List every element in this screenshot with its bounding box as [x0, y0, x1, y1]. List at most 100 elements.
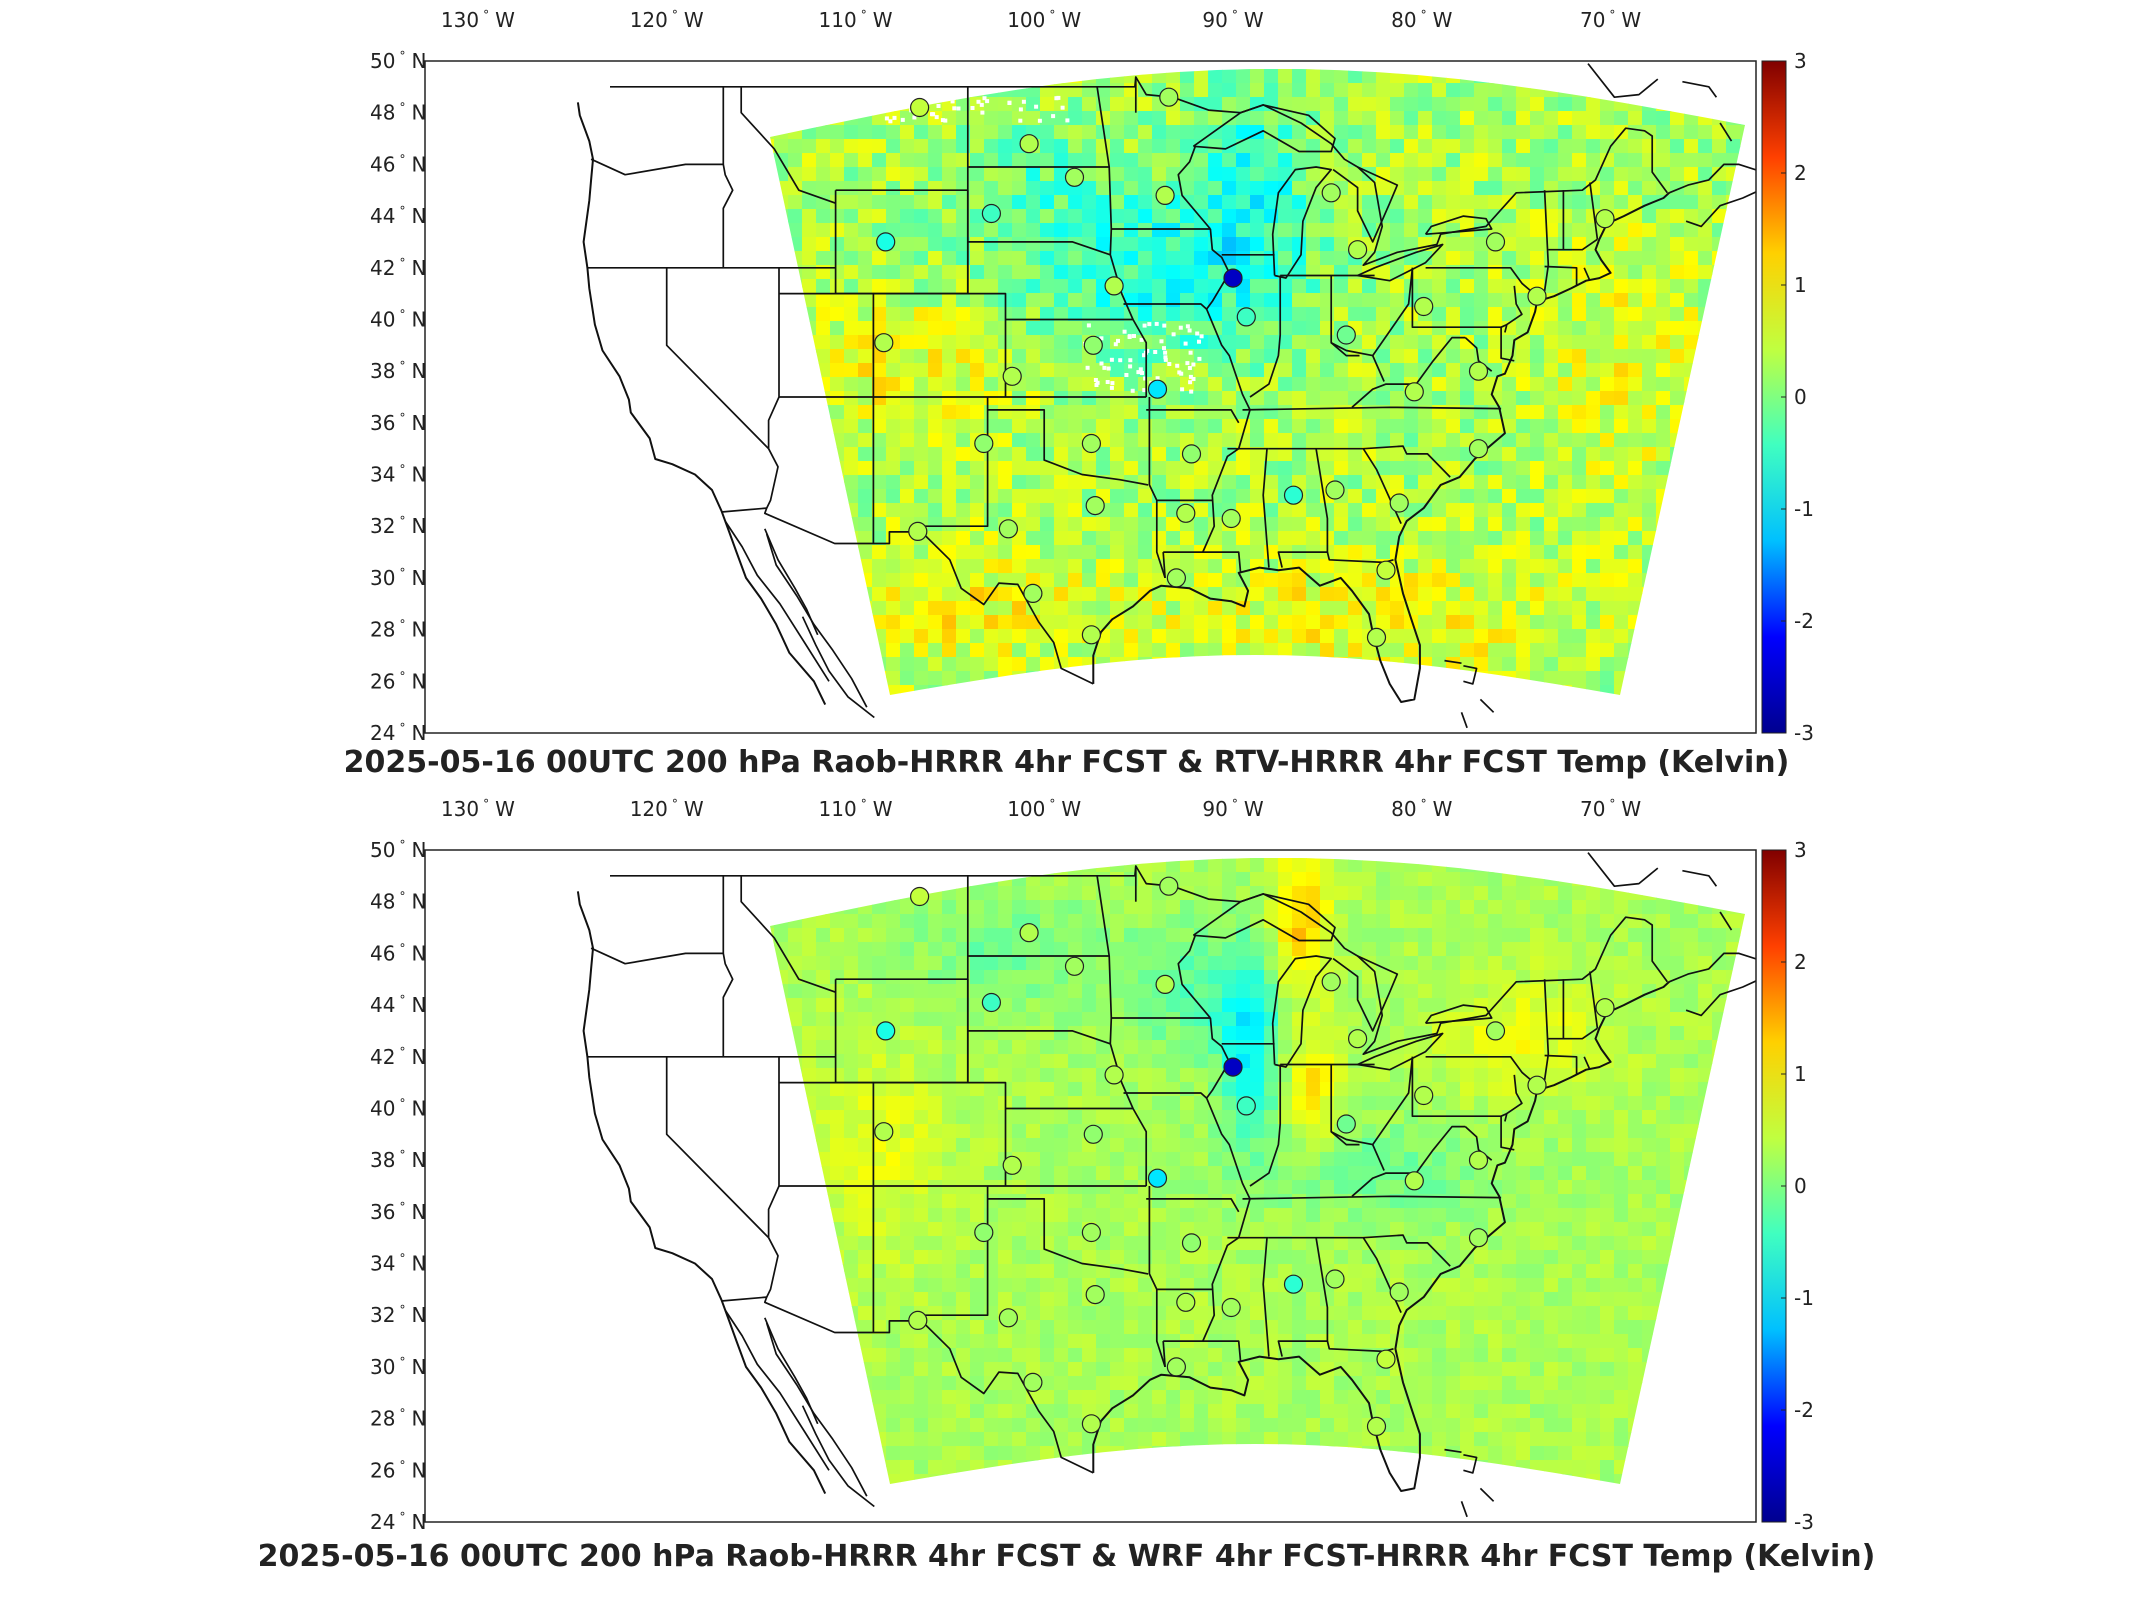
state-border — [1268, 1234, 1451, 1267]
svg-text:50°N: 50 ° N — [370, 49, 426, 73]
nfld-coast — [1719, 122, 1733, 142]
state-border — [1371, 355, 1385, 382]
state-border — [1543, 190, 1550, 292]
great-lake-shore — [1424, 215, 1493, 236]
baja-coastline — [724, 520, 830, 682]
st-lawrence-coast — [1587, 852, 1659, 888]
station-marker — [1223, 1057, 1243, 1077]
station-marker — [1527, 1075, 1547, 1095]
state-border — [1504, 1074, 1523, 1122]
great-lake-shore — [1271, 955, 1333, 1068]
great-lake-shore — [1332, 166, 1399, 243]
svg-text:110°W: 110 ° W — [819, 797, 893, 821]
gulf-of-california-coast — [765, 1322, 868, 1497]
svg-text:48°N: 48 ° N — [370, 101, 426, 125]
colorbar-tick-label: 0 — [1794, 385, 1807, 409]
state-border — [1589, 971, 1599, 1029]
station-marker — [876, 1021, 896, 1041]
map-figure: 130 ° W 120 ° W 110 ° W 100 ° W 90 ° W 80 ° W 70 ° W 50 ° N 48 °… — [370, 8, 1814, 745]
svg-text:90°W: 90 ° W — [1202, 8, 1263, 32]
state-border — [1583, 267, 1591, 282]
lat-tick-label: 44 ° N — [370, 993, 426, 1017]
colorbar-tick-label: 2 — [1794, 161, 1807, 185]
great-lake-shore — [1192, 104, 1336, 153]
lat-tick-label: 40 ° N — [370, 308, 426, 332]
svg-text:38°N: 38 ° N — [370, 1148, 426, 1172]
svg-text:42°N: 42 ° N — [370, 256, 426, 280]
station-marker — [1321, 183, 1341, 203]
pacific-coastline — [576, 891, 827, 1495]
station-marker — [1002, 366, 1022, 386]
great-lake-shore — [1357, 243, 1444, 282]
svg-text:24°N: 24 ° N — [370, 721, 426, 745]
lat-tick-label: 50 ° N — [370, 49, 426, 73]
state-border — [1500, 1116, 1515, 1151]
state-border — [873, 292, 1007, 397]
lat-tick-label: 26 ° N — [370, 669, 426, 693]
island-coastline — [1460, 1501, 1468, 1518]
station-marker — [1166, 1357, 1187, 1377]
lat-tick-label: 30 ° N — [370, 566, 426, 590]
station-marker — [1064, 956, 1085, 976]
lat-tick-label: 24 ° N — [370, 1510, 426, 1534]
lat-tick-label: 48 ° N — [370, 101, 426, 125]
island-coastline — [1479, 698, 1495, 713]
state-border — [1262, 1237, 1270, 1357]
station-marker — [1221, 1297, 1241, 1318]
station-marker — [1081, 1414, 1102, 1434]
station-marker — [1081, 433, 1102, 454]
station-marker — [1325, 1269, 1345, 1289]
station-marker — [1221, 508, 1241, 529]
state-border — [767, 1056, 780, 1238]
station-marker — [909, 886, 930, 907]
lat-tick-label: 38 ° N — [370, 359, 426, 383]
lat-tick-label: 46 ° N — [370, 941, 426, 965]
station-marker — [974, 433, 994, 454]
station-marker — [1321, 972, 1341, 992]
station-marker — [1147, 379, 1168, 399]
map-frame — [424, 60, 1757, 734]
lat-tick-label: 34 ° N — [370, 463, 426, 487]
state-border — [590, 158, 724, 176]
station-marker — [1104, 276, 1124, 296]
svg-text:120°W: 120 ° W — [630, 797, 704, 821]
lon-tick-label: 90 ° W — [1202, 797, 1263, 821]
station-marker — [876, 232, 896, 252]
state-border — [1371, 1144, 1385, 1171]
island-coastline — [1463, 1453, 1478, 1474]
mexico-pacific-coast — [801, 1405, 875, 1508]
station-marker — [1366, 1416, 1387, 1437]
map-panel-rtv: 130 ° W 120 ° W 110 ° W 100 ° W 90 ° W 80 ° W 70 ° W 50 ° N 48 °… — [344, 8, 1814, 780]
colorbar-tick-label: -2 — [1794, 1398, 1814, 1422]
station-marker — [981, 203, 1002, 224]
station-marker — [1019, 134, 1039, 154]
state-border — [1589, 182, 1599, 240]
state-border — [987, 1198, 1149, 1275]
state-boundaries — [576, 852, 1756, 1518]
svg-text:100°W: 100 ° W — [1007, 797, 1081, 821]
station-marker — [974, 1222, 994, 1243]
colorbar-tick-label: 3 — [1794, 49, 1807, 73]
svg-text:34°N: 34 ° N — [370, 463, 426, 487]
station-marker — [1081, 1222, 1102, 1243]
svg-text:28°N: 28 ° N — [370, 618, 426, 642]
station-marker — [998, 519, 1019, 539]
station-marker — [1083, 1124, 1103, 1144]
state-border — [967, 1030, 1111, 1045]
state-border — [1425, 266, 1538, 297]
great-lake-shore — [1357, 1032, 1444, 1071]
us-mexico-border — [721, 1296, 1094, 1474]
station-marker — [1176, 503, 1196, 523]
baja-coastline — [724, 1309, 830, 1471]
temperature-field — [770, 69, 1745, 695]
svg-text:70°W: 70 ° W — [1580, 8, 1641, 32]
lat-tick-label: 50 ° N — [370, 838, 426, 862]
station-marker — [1236, 1096, 1256, 1116]
state-border — [1330, 1056, 1414, 1146]
svg-text:44°N: 44 ° N — [370, 993, 426, 1017]
gulf-atlantic-coastline — [1092, 981, 1670, 1492]
great-lake-shore — [1192, 893, 1336, 942]
svg-text:28°N: 28 ° N — [370, 1407, 426, 1431]
lat-tick-label: 40 ° N — [370, 1097, 426, 1121]
state-border — [1411, 1056, 1508, 1118]
